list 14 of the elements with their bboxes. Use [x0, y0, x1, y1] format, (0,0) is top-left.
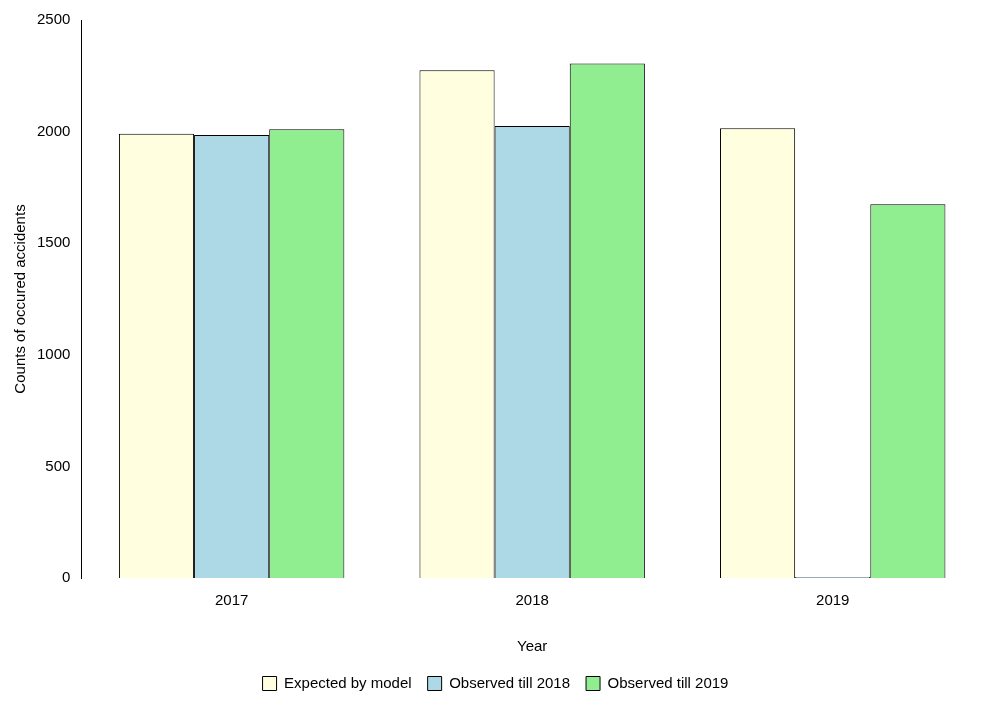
- y-tick-label: 0: [62, 568, 71, 586]
- y-axis-title: Counts of occured accidents: [11, 204, 29, 394]
- legend-label: Observed till 2019: [607, 673, 729, 691]
- y-tick-label: 1000: [36, 344, 71, 362]
- legend-label: Observed till 2018: [449, 673, 571, 691]
- y-tick-label: 2500: [36, 10, 71, 28]
- y-tick-label: 2000: [36, 121, 71, 139]
- x-axis-title: Year: [517, 637, 548, 655]
- x-tick-label: 2019: [816, 591, 850, 609]
- y-tick-label: 1500: [36, 233, 71, 251]
- x-tick-label: 2018: [515, 591, 549, 609]
- legend-label: Expected by model: [284, 673, 412, 691]
- y-tick-label: 500: [45, 456, 71, 474]
- x-tick-label: 2017: [214, 591, 249, 609]
